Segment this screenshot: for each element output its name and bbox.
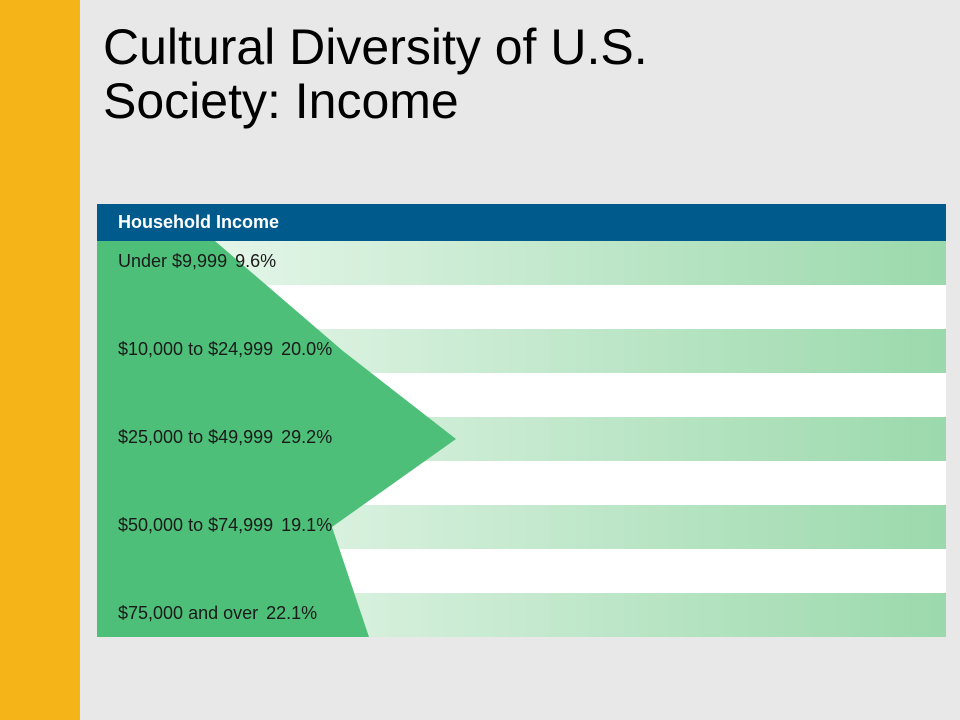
value-label: 19.1% — [281, 515, 333, 535]
income-distribution-shape — [97, 241, 456, 637]
slide-title: Cultural Diversity of U.S. Society: Inco… — [103, 20, 943, 128]
accent-bar — [0, 0, 80, 720]
slide-title-line-2: Society: Income — [103, 73, 459, 129]
value-label: 20.0% — [281, 339, 333, 359]
category-name: $50,000 to $74,999 — [118, 515, 274, 535]
category-name: $75,000 and over — [118, 603, 259, 623]
slide-title-line-1: Cultural Diversity of U.S. — [103, 19, 648, 75]
category-name: $10,000 to $24,999 — [118, 339, 274, 359]
chart-header-band — [97, 204, 946, 241]
category-label: Under $9,999 9.6% — [118, 251, 276, 272]
value-label: 22.1% — [266, 603, 318, 623]
category-label: $10,000 to $24,999 20.0% — [118, 339, 332, 360]
chart-canvas — [97, 204, 946, 637]
value-label: 29.2% — [281, 427, 333, 447]
category-name: Under $9,999 — [118, 251, 228, 271]
value-label: 9.6% — [235, 251, 277, 271]
category-name: $25,000 to $49,999 — [118, 427, 274, 447]
chart-title: Household Income — [118, 212, 280, 232]
category-label: $50,000 to $74,999 19.1% — [118, 515, 332, 536]
household-income-chart: Household Income Under $9,999 9.6% $10,000… — [97, 204, 946, 638]
category-label: $25,000 to $49,999 29.2% — [118, 427, 332, 448]
category-label: $75,000 and over 22.1% — [118, 603, 317, 624]
